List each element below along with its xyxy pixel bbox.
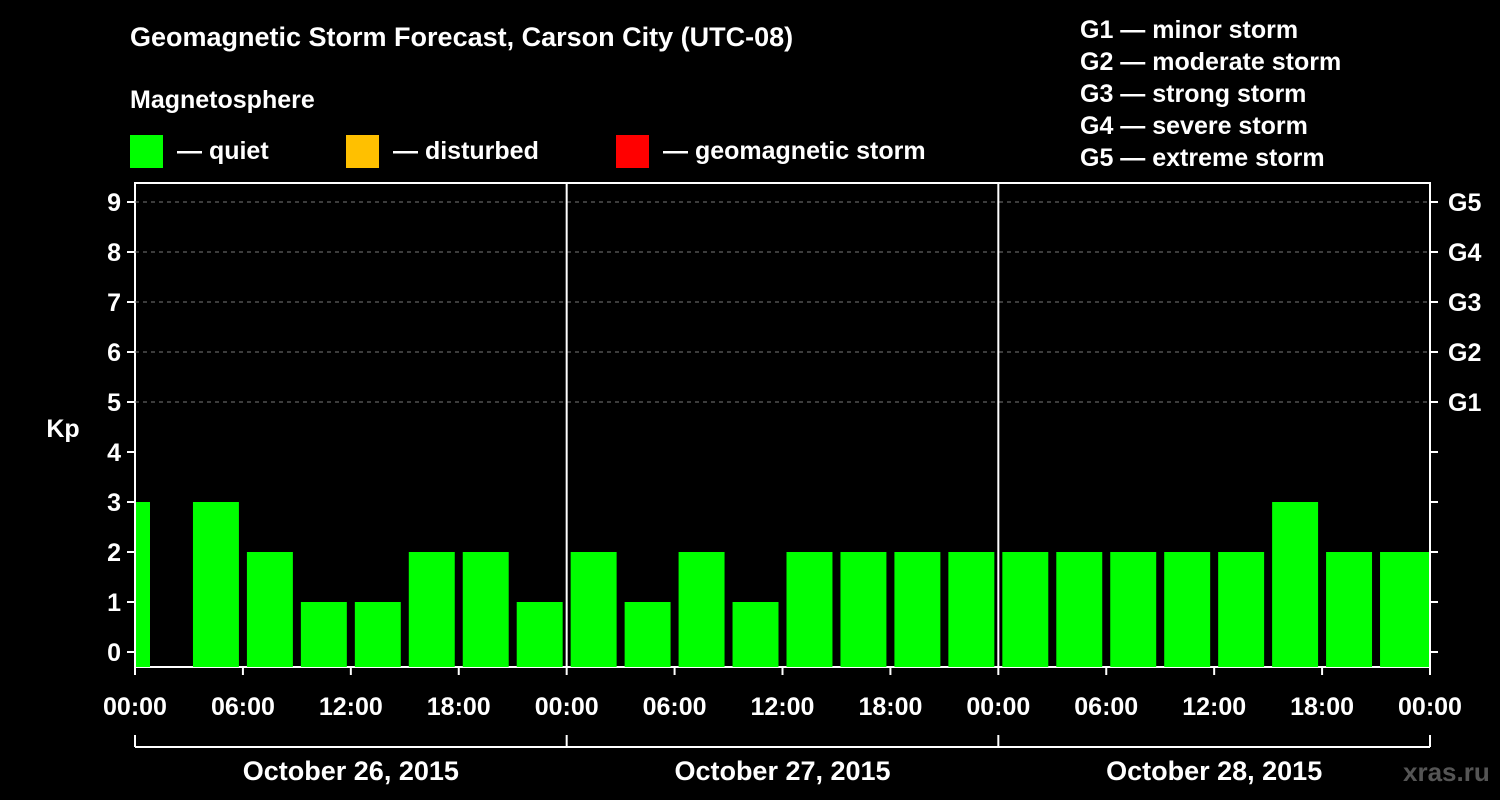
x-tick-label: 12:00	[751, 693, 815, 721]
storm-level-g4: G4 — severe storm	[1080, 112, 1308, 140]
kp-bar	[246, 552, 293, 667]
x-tick-label: 06:00	[643, 693, 707, 721]
quiet-swatch	[130, 134, 163, 168]
legend-label-quiet: — quiet	[177, 136, 269, 165]
kp-bar	[948, 552, 995, 667]
y-tick-label: 5	[107, 389, 121, 417]
y-tick-label: 9	[107, 189, 121, 217]
y-tick-label: 3	[107, 489, 121, 517]
x-tick-label: 12:00	[1182, 693, 1246, 721]
x-tick-label: 00:00	[103, 693, 167, 721]
day-label: October 26, 2015	[243, 756, 459, 786]
kp-bar	[300, 602, 347, 667]
x-tick-label: 18:00	[858, 693, 922, 721]
storm-level-g3: G3 — strong storm	[1080, 80, 1307, 108]
chart-title: Geomagnetic Storm Forecast, Carson City …	[130, 22, 794, 52]
kp-bar	[732, 602, 779, 667]
y-tick-label: 2	[107, 539, 121, 567]
y-tick-label: 1	[107, 589, 121, 617]
g-level-label: G1	[1448, 389, 1481, 417]
x-tick-label: 18:00	[427, 693, 491, 721]
x-tick-label: 00:00	[966, 693, 1030, 721]
kp-bar	[1164, 552, 1211, 667]
kp-bar	[1380, 552, 1429, 667]
storm-level-g5: G5 — extreme storm	[1080, 144, 1325, 172]
kp-bar	[192, 502, 239, 667]
legend-label-storm: — geomagnetic storm	[663, 136, 926, 165]
day-label: October 27, 2015	[674, 756, 890, 786]
g-level-label: G4	[1448, 239, 1481, 267]
kp-bar	[136, 502, 150, 667]
kp-bar	[462, 552, 509, 667]
g-level-label: G5	[1448, 189, 1481, 217]
kp-bar	[678, 552, 725, 667]
y-axis-label: Kp	[46, 415, 79, 443]
storm-level-g2: G2 — moderate storm	[1080, 48, 1342, 76]
kp-bar	[1218, 552, 1265, 667]
kp-bar	[570, 552, 617, 667]
g-level-label: G2	[1448, 339, 1481, 367]
x-tick-label: 12:00	[319, 693, 383, 721]
kp-bar	[1110, 552, 1157, 667]
storm-swatch	[616, 134, 649, 168]
day-label: October 28, 2015	[1106, 756, 1322, 786]
kp-bar	[1056, 552, 1103, 667]
storm-level-g1: G1 — minor storm	[1080, 16, 1299, 44]
kp-bar	[840, 552, 887, 667]
legend-label-disturbed: — disturbed	[393, 136, 539, 165]
kp-bar	[624, 602, 671, 667]
y-tick-label: 8	[107, 239, 121, 267]
x-tick-label: 00:00	[1398, 693, 1462, 721]
kp-bar	[894, 552, 941, 667]
y-tick-label: 4	[107, 439, 121, 467]
watermark: xras.ru	[1403, 757, 1490, 787]
legend-item-quiet: — quiet	[130, 134, 269, 168]
legend-subtitle: Magnetosphere	[130, 86, 315, 114]
storm-level-legend: G1 — minor storm G2 — moderate storm G3 …	[1080, 14, 1341, 174]
legend-item-disturbed: — disturbed	[346, 134, 539, 168]
x-tick-label: 18:00	[1290, 693, 1354, 721]
kp-bar	[1002, 552, 1049, 667]
kp-bar	[354, 602, 401, 667]
legend-item-storm: — geomagnetic storm	[616, 134, 926, 168]
x-tick-label: 06:00	[211, 693, 275, 721]
x-tick-label: 00:00	[535, 693, 599, 721]
y-tick-label: 6	[107, 339, 121, 367]
kp-bar	[408, 552, 455, 667]
kp-bar	[516, 602, 563, 667]
kp-bar	[1272, 502, 1319, 667]
kp-bar	[786, 552, 833, 667]
y-tick-label: 0	[107, 639, 121, 667]
kp-bar	[1326, 552, 1373, 667]
disturbed-swatch	[346, 134, 379, 168]
g-level-label: G3	[1448, 289, 1481, 317]
x-tick-label: 06:00	[1074, 693, 1138, 721]
y-tick-label: 7	[107, 289, 121, 317]
